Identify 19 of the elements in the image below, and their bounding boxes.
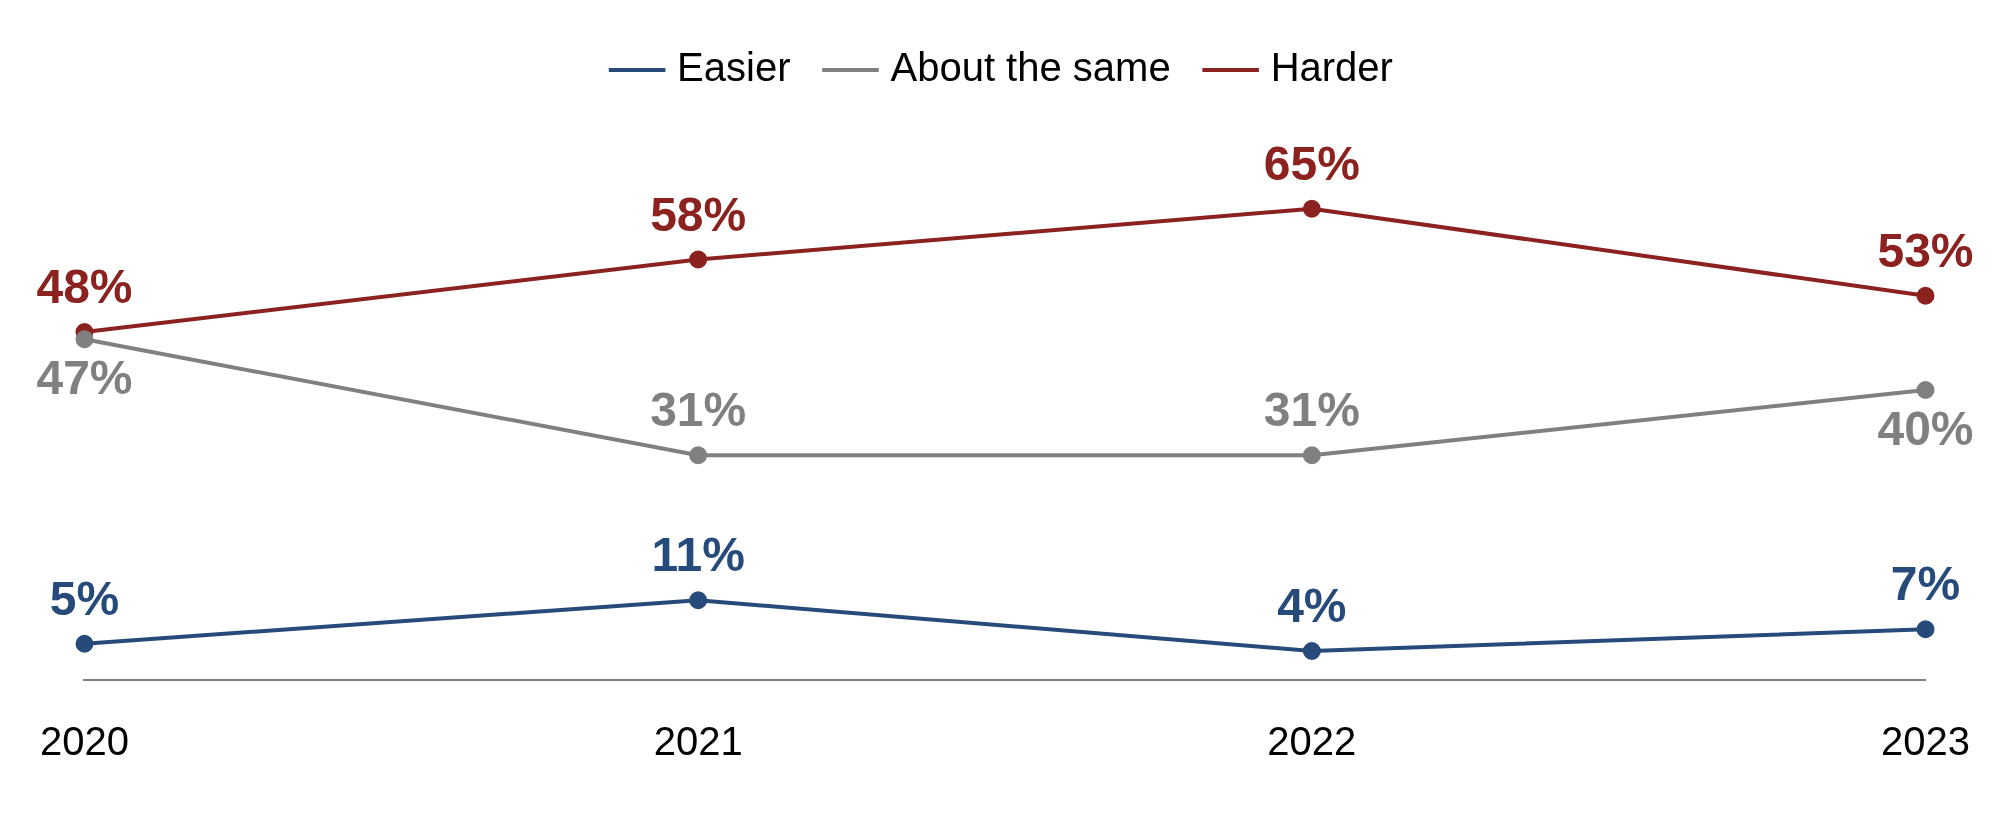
data-label: 47%	[36, 351, 133, 405]
legend-label: Harder	[1270, 45, 1393, 90]
x-tick-label: 2023	[1881, 719, 1970, 764]
data-label: 11%	[651, 528, 745, 582]
data-label: 31%	[1263, 383, 1360, 437]
data-label: 58%	[650, 187, 747, 241]
data-label: 4%	[1277, 579, 1347, 633]
data-label: 31%	[650, 383, 747, 437]
data-label: 65%	[1263, 136, 1360, 190]
data-label: 53%	[1877, 223, 1974, 277]
data-label: 40%	[1877, 402, 1974, 456]
x-tick-label: 2020	[40, 719, 129, 764]
x-tick-label: 2022	[1267, 719, 1357, 764]
data-label: 48%	[36, 260, 133, 314]
data-label: 7%	[1890, 557, 1961, 611]
x-tick-label: 2021	[653, 719, 743, 764]
data-label: 5%	[49, 571, 120, 625]
legend-label: Easier	[677, 45, 791, 90]
legend-label: About the same	[890, 45, 1171, 90]
